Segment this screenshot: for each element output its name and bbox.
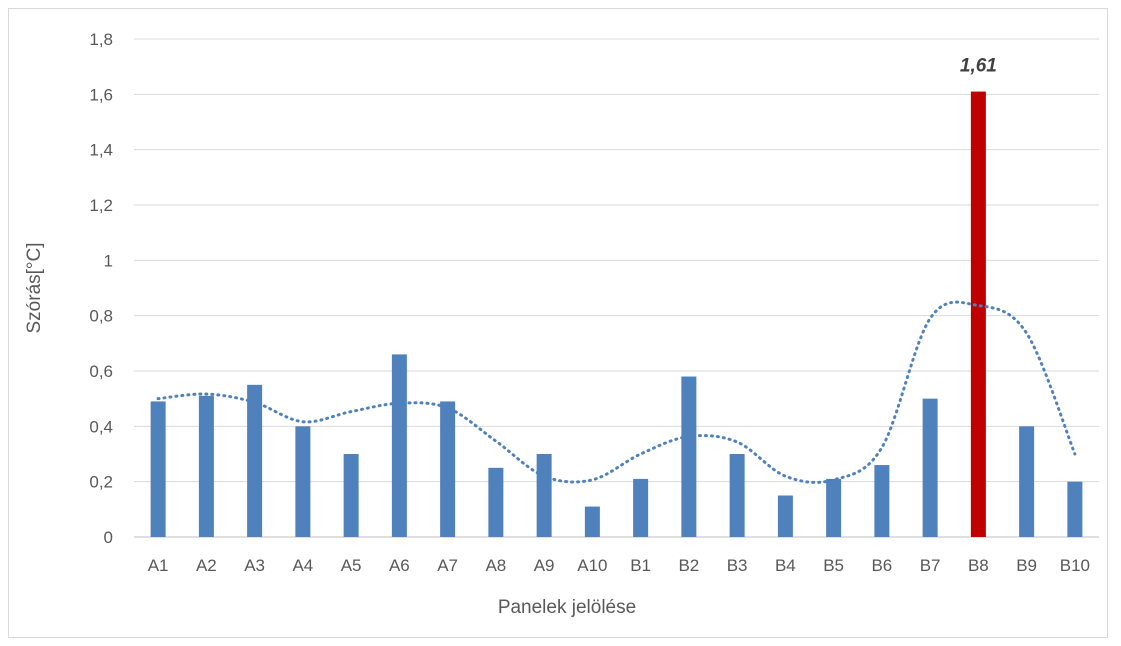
x-tick-label: A4 [292, 556, 313, 575]
bar-B10 [1067, 481, 1083, 537]
x-tick-label: B5 [823, 556, 844, 575]
x-tick-label: B4 [775, 556, 796, 575]
bar-A8 [488, 467, 504, 537]
x-tick-label: A2 [196, 556, 217, 575]
x-tick-label: A8 [485, 556, 506, 575]
x-tick-label: B7 [920, 556, 941, 575]
bar-A2 [198, 395, 214, 537]
x-tick-label: B10 [1060, 556, 1090, 575]
bar-B9 [1019, 426, 1035, 537]
bar-chart: 00,20,40,60,811,21,41,61,8 A1 A2 A3 A4 A5 A6 A… [24, 30, 1099, 618]
bar-A1 [150, 401, 166, 537]
gridlines [134, 38, 1099, 538]
x-tick-label: B8 [968, 556, 989, 575]
y-tick-label: 1 [104, 251, 113, 270]
bar-B6 [874, 465, 890, 537]
y-axis-title: Szórás[°C] [24, 242, 45, 333]
y-tick-label: 1,2 [89, 196, 113, 215]
bar-B5 [826, 478, 842, 537]
y-tick-label: 0,8 [89, 307, 113, 326]
x-tick-label: A10 [577, 556, 607, 575]
x-axis-title: Panelek jelölése [498, 597, 636, 618]
x-tick-label: A5 [341, 556, 362, 575]
data-label-B8: 1,61 [960, 56, 997, 77]
y-tick-label: 0,6 [89, 362, 113, 381]
x-tick-label: B3 [727, 556, 748, 575]
x-tick-label: A1 [148, 556, 169, 575]
chart-frame: 0 0,2 0,4 0,6 0,8 1 1,2 1,4 1,6 1,8 A1 A2 A3 A4 A5 A6 A… [8, 8, 1108, 638]
data-labels: 1,61 [960, 56, 997, 77]
bar-A4 [295, 426, 311, 537]
x-tick-label: B1 [630, 556, 651, 575]
y-tick-labels: 0 0,2 0,4 0,6 0,8 1 1,2 1,4 1,6 1,8 [89, 30, 113, 547]
y-tick-label: 0 [104, 528, 113, 547]
bar-B8 [970, 91, 986, 538]
y-tick-label: 0,4 [89, 417, 113, 436]
bar-B7 [922, 398, 938, 537]
bar-A7 [440, 401, 456, 537]
x-tick-label: B6 [871, 556, 892, 575]
y-tick-label: 1,8 [89, 30, 113, 49]
x-tick-label: B2 [678, 556, 699, 575]
bar-A10 [584, 506, 600, 537]
bar-B4 [777, 495, 793, 537]
bar-B3 [729, 454, 745, 537]
bar-B1 [633, 478, 649, 537]
bar-B2 [681, 376, 697, 537]
x-tick-label: A3 [244, 556, 265, 575]
trendline [156, 300, 1077, 484]
bar-A6 [391, 354, 407, 537]
x-tick-label: B9 [1016, 556, 1037, 575]
bar-A9 [536, 454, 552, 537]
bar-A5 [343, 454, 359, 537]
x-tick-label: A6 [389, 556, 410, 575]
bar-A3 [247, 384, 263, 537]
x-tick-label: A7 [437, 556, 458, 575]
x-tick-label: A9 [534, 556, 555, 575]
y-tick-label: 0,2 [89, 473, 113, 492]
y-tick-label: 1,4 [89, 141, 113, 160]
y-tick-label: 1,6 [89, 85, 113, 104]
x-tick-labels: A1 A2 A3 A4 A5 A6 A7 A8 A9 A10 B1 B2 B3 B4 B5 B6 B7 B8 B9 B… [148, 556, 1090, 575]
bars [150, 91, 1083, 538]
